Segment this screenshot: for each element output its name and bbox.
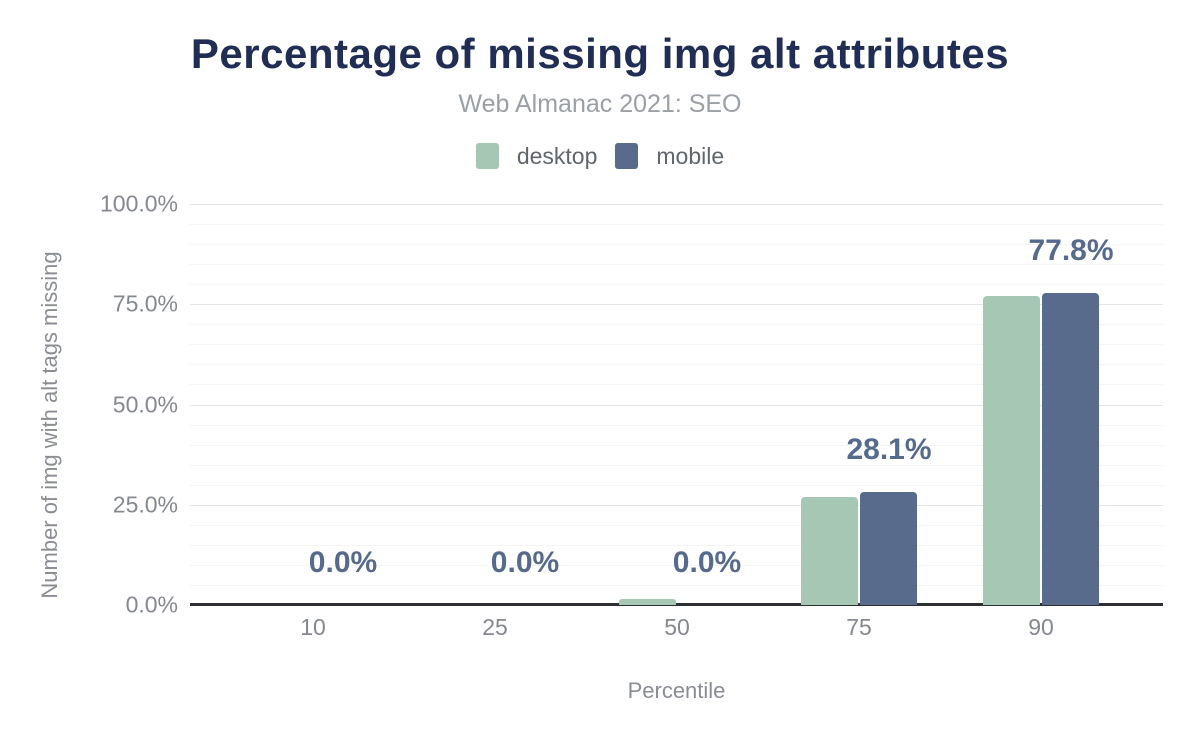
major-gridline — [190, 405, 1163, 406]
y-tick-label: 50.0% — [112, 391, 178, 418]
y-axis-title: Number of img with alt tags missing — [37, 251, 62, 599]
legend-swatch-mobile — [615, 143, 639, 169]
minor-gridline — [190, 585, 1163, 586]
bar-mobile-p75[interactable] — [860, 492, 917, 605]
y-tick-label: 25.0% — [112, 491, 178, 518]
major-gridline — [190, 505, 1163, 506]
major-gridline — [190, 304, 1163, 305]
x-tick-label-25: 25 — [482, 614, 508, 640]
minor-gridline — [190, 224, 1163, 225]
minor-gridline — [190, 565, 1163, 566]
bar-desktop-p75[interactable] — [801, 497, 858, 605]
minor-gridline — [190, 445, 1163, 446]
data-label-p50: 0.0% — [672, 546, 742, 579]
minor-gridline — [190, 525, 1163, 526]
data-label-p75: 28.1% — [846, 433, 932, 466]
minor-gridline — [190, 545, 1163, 546]
x-tick-label-90: 90 — [1028, 614, 1054, 640]
minor-gridline — [190, 364, 1163, 365]
y-tick-label: 75.0% — [112, 290, 178, 317]
major-gridline — [190, 204, 1163, 205]
legend-label-desktop: desktop — [516, 142, 598, 169]
x-axis-title: Percentile — [627, 678, 726, 703]
chart-title: Percentage of missing img alt attributes — [190, 30, 1010, 77]
minor-gridline — [190, 425, 1163, 426]
legend-label-mobile: mobile — [656, 142, 725, 169]
data-label-p90: 77.8% — [1028, 234, 1114, 267]
minor-gridline — [190, 465, 1163, 466]
minor-gridline — [190, 284, 1163, 285]
legend-swatch-desktop — [475, 143, 499, 169]
data-label-p10: 0.0% — [308, 546, 378, 579]
x-axis-line — [190, 603, 1163, 606]
minor-gridline — [190, 324, 1163, 325]
bar-desktop-p50[interactable] — [619, 599, 676, 605]
legend: desktop mobile — [0, 141, 1200, 171]
minor-gridline — [190, 384, 1163, 385]
legend-item-mobile: mobile — [615, 143, 724, 170]
x-tick-label-10: 10 — [300, 614, 326, 640]
data-label-p25: 0.0% — [490, 546, 560, 579]
x-tick-label-75: 75 — [846, 614, 872, 640]
chart-subtitle: Web Almanac 2021: SEO — [458, 90, 742, 118]
x-tick-label-50: 50 — [664, 614, 690, 640]
y-tick-label: 0.0% — [125, 591, 178, 618]
legend-item-desktop: desktop — [475, 142, 598, 170]
bar-mobile-p90[interactable] — [1042, 293, 1099, 605]
bar-desktop-p90[interactable] — [983, 296, 1040, 605]
minor-gridline — [190, 485, 1163, 486]
minor-gridline — [190, 244, 1163, 245]
minor-gridline — [190, 264, 1163, 265]
minor-gridline — [190, 344, 1163, 345]
y-tick-label: 100.0% — [99, 190, 178, 217]
